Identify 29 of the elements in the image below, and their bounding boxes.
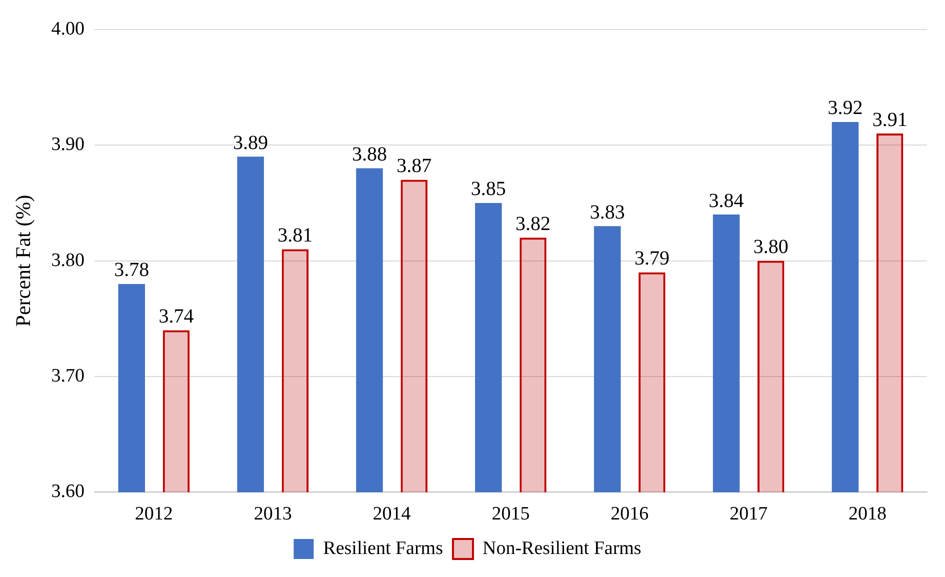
x-tick-label: 2013 <box>254 504 292 525</box>
data-label: 3.81 <box>278 224 313 246</box>
data-label: 3.92 <box>828 97 863 120</box>
y-tick-label: 4.00 <box>51 18 84 40</box>
x-tick-label: 2018 <box>848 504 887 525</box>
legend-label: Non-Resilient Farms <box>482 538 642 559</box>
data-label: 3.84 <box>708 190 744 212</box>
data-label: 3.87 <box>396 155 432 178</box>
y-tick-label: 3.90 <box>51 134 84 156</box>
legend-label: Resilient Farms <box>323 538 443 559</box>
x-tick-label: 2016 <box>610 504 649 525</box>
y-tick-label: 3.60 <box>51 481 84 502</box>
y-tick-label: 3.80 <box>51 250 84 271</box>
x-tick-label: 2017 <box>730 504 768 525</box>
data-label: 3.78 <box>114 259 150 282</box>
data-label: 3.85 <box>470 178 506 200</box>
data-label: 3.74 <box>158 305 194 328</box>
data-label: 3.83 <box>590 201 625 224</box>
x-tick-label: 2014 <box>372 504 412 525</box>
x-tick-label: 2012 <box>134 504 173 525</box>
data-label: 3.89 <box>233 132 268 154</box>
data-label: 3.80 <box>753 236 788 258</box>
data-label: 3.82 <box>516 212 551 235</box>
x-tick-label: 2015 <box>492 504 530 525</box>
y-axis-title: Percent Fat (%) <box>11 194 36 327</box>
y-tick-label: 3.70 <box>51 365 84 386</box>
data-label: 3.91 <box>872 108 908 131</box>
data-label: 3.79 <box>634 248 670 270</box>
data-label: 3.88 <box>352 143 387 166</box>
